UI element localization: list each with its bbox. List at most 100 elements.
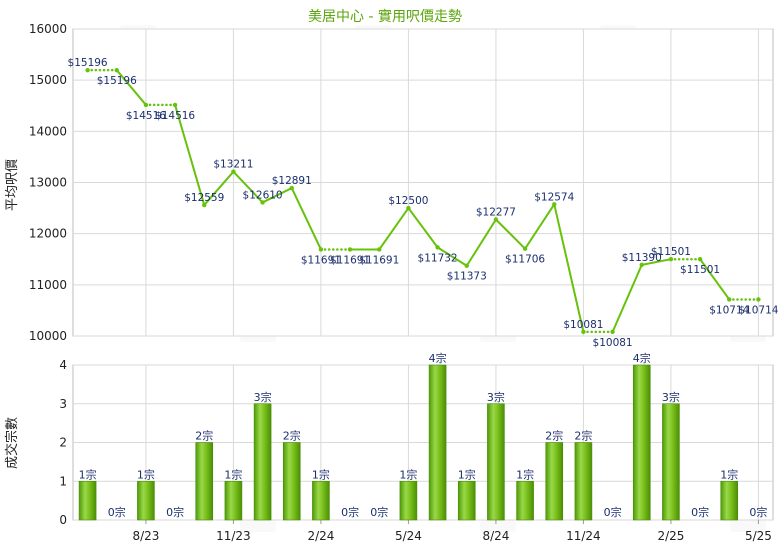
count-bar xyxy=(632,364,651,521)
price-point xyxy=(464,263,469,268)
price-point xyxy=(260,200,265,205)
count-data-label: 4宗 xyxy=(429,351,447,365)
price-point xyxy=(493,217,499,222)
price-data-label: $10714 xyxy=(709,304,749,316)
count-data-label: 4宗 xyxy=(633,351,651,365)
price-y-tick-label: 16000 xyxy=(29,22,67,36)
count-data-label: 0宗 xyxy=(370,505,388,519)
price-point xyxy=(727,297,732,302)
count-data-label: 1宗 xyxy=(458,467,476,481)
x-tick-label: 8/23 xyxy=(132,529,159,543)
count-data-label: 0宗 xyxy=(749,505,767,519)
price-y-tick-label: 10000 xyxy=(29,329,67,343)
price-data-label: $11732 xyxy=(418,252,458,264)
count-bar xyxy=(312,480,330,521)
transaction-bar-chart: 4 3 2 1 0 8/23 11/23 2/24 5/24 8/24 11/24 2/25 5/25 1… xyxy=(59,351,774,543)
count-bar xyxy=(457,480,476,521)
price-y-tick-label: 11000 xyxy=(29,278,67,292)
count-data-label: 1宗 xyxy=(399,467,417,481)
x-tick-label: 11/23 xyxy=(216,529,251,543)
count-data-label: 2宗 xyxy=(574,429,592,443)
count-data-label: 1宗 xyxy=(224,467,242,481)
chart-title: 美居中心 - 實用呎價走勢 xyxy=(308,8,462,25)
count-data-label: 0宗 xyxy=(604,505,622,519)
price-data-label: $12610 xyxy=(243,189,283,201)
price-data-label: $11691 xyxy=(301,254,341,266)
x-tick-label: 11/24 xyxy=(566,529,601,543)
price-line-segment xyxy=(436,246,468,267)
count-data-label: 0宗 xyxy=(166,505,184,519)
price-data-label: $11706 xyxy=(505,254,545,266)
price-line-segment xyxy=(494,218,527,250)
count-bar xyxy=(545,442,564,521)
count-y-tick-label: 4 xyxy=(59,358,67,372)
price-data-label: $11501 xyxy=(680,264,720,276)
count-data-label: 0宗 xyxy=(691,505,709,519)
count-data-label: 3宗 xyxy=(487,390,505,404)
price-y-tick-label: 14000 xyxy=(29,124,67,138)
count-y-tick-label: 0 xyxy=(59,513,67,527)
price-point xyxy=(610,329,615,335)
x-tick-label: 2/24 xyxy=(307,529,334,543)
price-point xyxy=(406,205,411,211)
x-tick-label: 8/24 xyxy=(482,529,509,543)
count-data-label: 0宗 xyxy=(108,505,126,519)
price-data-label: $12559 xyxy=(184,192,224,204)
price-line-chart: 16000 15000 14000 13000 12000 11000 10000 $1519… xyxy=(29,22,779,349)
count-bar xyxy=(137,480,155,521)
price-line-segment xyxy=(203,170,235,207)
price-point xyxy=(114,67,119,73)
price-line-segment xyxy=(378,207,410,251)
count-data-label: 3宗 xyxy=(662,390,680,404)
price-line-segment xyxy=(115,69,147,106)
price-data-label: $10081 xyxy=(563,319,603,331)
count-data-label: 1宗 xyxy=(137,467,155,481)
x-tick-label: 5/25 xyxy=(745,529,772,543)
price-point xyxy=(756,297,761,302)
price-line-segment xyxy=(553,203,585,333)
count-bar xyxy=(399,480,418,521)
price-point xyxy=(289,185,294,191)
count-bar xyxy=(428,364,447,521)
price-data-label: $15196 xyxy=(68,57,108,69)
price-y-tick-label: 12000 xyxy=(29,227,67,241)
price-point xyxy=(435,245,440,250)
count-bar xyxy=(224,480,243,521)
count-bar xyxy=(574,442,593,521)
price-data-label: $10081 xyxy=(593,337,633,349)
x-tick-label: 2/25 xyxy=(657,529,684,543)
price-data-label: $11390 xyxy=(622,252,662,264)
count-y-tick-label: 1 xyxy=(59,474,67,488)
count-data-label: 2宗 xyxy=(195,429,213,443)
price-point xyxy=(318,247,324,252)
price-data-label: $14516 xyxy=(126,110,166,122)
count-bar xyxy=(662,403,680,521)
count-bar xyxy=(516,480,534,521)
price-point xyxy=(231,169,236,174)
count-data-label: 1宗 xyxy=(720,467,738,481)
price-data-label: $13211 xyxy=(213,159,253,171)
count-bar xyxy=(195,442,214,521)
price-line-segment xyxy=(611,263,643,333)
count-data-label: 1宗 xyxy=(312,467,330,481)
count-y-tick-label: 2 xyxy=(59,436,67,450)
price-data-label: $11501 xyxy=(651,246,691,258)
count-data-label: 2宗 xyxy=(545,429,563,443)
x-tick-label: 5/24 xyxy=(395,529,422,543)
price-point xyxy=(668,256,674,262)
price-point xyxy=(639,262,644,268)
count-bar xyxy=(487,403,505,521)
price-point xyxy=(697,256,703,262)
price-point xyxy=(347,247,353,252)
count-bar xyxy=(253,403,272,521)
price-line-segment xyxy=(524,203,556,250)
count-y-axis-label: 成交宗數 xyxy=(4,417,20,469)
price-data-label: $12500 xyxy=(388,195,428,207)
price-data-label: $14516 xyxy=(155,110,195,122)
count-data-label: 1宗 xyxy=(79,467,97,481)
price-point xyxy=(172,102,178,108)
price-point xyxy=(202,202,207,208)
count-bar xyxy=(78,480,97,521)
price-line-segment xyxy=(465,218,497,267)
